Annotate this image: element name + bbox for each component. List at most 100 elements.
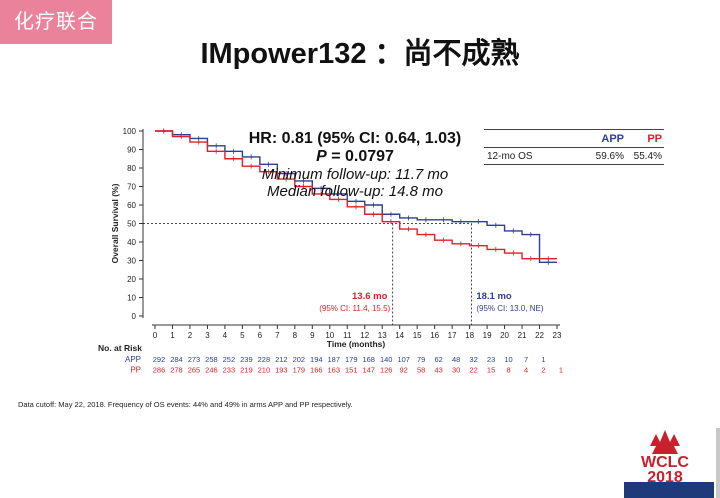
risk-value: 239 (240, 355, 253, 364)
section-tag: 化疗联合 (0, 0, 112, 44)
risk-value: 151 (345, 366, 358, 375)
median-ci: (95% CI: 11.4, 15.5) (319, 304, 390, 313)
risk-value: 126 (380, 366, 393, 375)
x-tick-label: 4 (223, 331, 228, 340)
risk-value: 210 (258, 366, 271, 375)
risk-value: 22 (469, 366, 477, 375)
row-label: 12-mo OS (487, 150, 533, 162)
x-tick-label: 6 (258, 331, 263, 340)
x-tick-label: 10 (325, 331, 334, 340)
risk-value: 179 (345, 355, 358, 364)
x-tick-label: 16 (430, 331, 439, 340)
x-tick-label: 0 (153, 331, 158, 340)
curve-pp (155, 130, 557, 260)
risk-value: 292 (153, 355, 166, 364)
x-axis-label: Time (months) (327, 339, 386, 349)
app-value: 59.6% (595, 150, 624, 162)
risk-value: 48 (452, 355, 460, 364)
median-app-pp-label: 13.6 mo (352, 291, 388, 302)
median-followup: Median follow-up: 14.8 mo (267, 183, 443, 200)
risk-value: 2 (541, 366, 545, 375)
survival-curves (155, 128, 557, 265)
risk-value: 265 (188, 366, 201, 375)
x-tick-label: 11 (343, 331, 352, 340)
y-tick-label: 80 (127, 164, 136, 173)
risk-value: 166 (310, 366, 323, 375)
logo-line2: 2018 (647, 469, 683, 486)
risk-value: 193 (275, 366, 288, 375)
y-tick-label: 100 (123, 127, 137, 136)
hazard-ratio: HR: 0.81 (95% CI: 0.64, 1.03) (248, 130, 462, 147)
x-tick-label: 13 (378, 331, 387, 340)
x-tick-label: 17 (448, 331, 457, 340)
col-pp: PP (647, 132, 662, 145)
x-tick-label: 8 (293, 331, 298, 340)
risk-value: 140 (380, 355, 393, 364)
x-tick-label: 7 (275, 331, 280, 340)
x-tick-label: 5 (240, 331, 245, 340)
wclc-logo: WCLC 2018 (624, 428, 720, 498)
risk-value: 202 (293, 355, 306, 364)
risk-value: 10 (504, 355, 512, 364)
median-ci: (95% CI: 13.0, NE) (476, 304, 543, 313)
x-tick-label: 19 (483, 331, 492, 340)
risk-row-label: APP (125, 355, 141, 364)
risk-value: 179 (293, 366, 306, 375)
risk-value: 23 (487, 355, 495, 364)
risk-value: 219 (240, 366, 253, 375)
slide-title: IMpower132 ：尚不成熟 (200, 38, 520, 70)
y-tick-label: 50 (127, 220, 136, 229)
risk-value: 43 (434, 366, 442, 375)
x-tick-label: 18 (465, 331, 474, 340)
risk-value: 278 (170, 366, 183, 375)
risk-value: 286 (153, 366, 166, 375)
y-tick-label: 60 (127, 201, 136, 210)
x-tick-label: 3 (205, 331, 210, 340)
risk-value: 246 (205, 366, 218, 375)
risk-value: 4 (524, 366, 528, 375)
risk-value: 194 (310, 355, 323, 364)
risk-value: 147 (362, 366, 375, 375)
risk-value: 284 (170, 355, 183, 364)
y-tick-label: 20 (127, 275, 136, 284)
risk-row-label: PP (130, 366, 141, 375)
y-tick-label: 70 (127, 183, 136, 192)
risk-value: 62 (434, 355, 442, 364)
risk-value: 58 (417, 366, 425, 375)
x-tick-label: 9 (310, 331, 315, 340)
risk-value: 187 (328, 355, 341, 364)
median-reference-lines (143, 223, 472, 325)
curve-app (155, 130, 557, 264)
risk-value: 79 (417, 355, 425, 364)
risk-value: 228 (258, 355, 271, 364)
footnote: Data cutoff: May 22, 2018. Frequency of … (18, 400, 353, 409)
x-tick-label: 1 (170, 331, 175, 340)
risk-value: 92 (400, 366, 408, 375)
y-axis-label: Overall Survival (%) (110, 183, 120, 263)
risk-value: 163 (328, 366, 341, 375)
p-value: P = 0.0797 (316, 148, 394, 165)
risk-value: 252 (223, 355, 236, 364)
stats-box: HR: 0.81 (95% CI: 0.64, 1.03) P = 0.0797… (200, 130, 510, 200)
y-tick-label: 40 (127, 238, 136, 247)
risk-value: 15 (487, 366, 495, 375)
risk-value: 1 (559, 366, 563, 375)
x-tick-label: 22 (535, 331, 544, 340)
y-tick-label: 0 (132, 312, 137, 321)
risk-value: 233 (223, 366, 236, 375)
risk-value: 273 (188, 355, 201, 364)
x-tick-label: 2 (188, 331, 193, 340)
x-tick-label: 21 (518, 331, 527, 340)
x-tick-label: 23 (553, 331, 562, 340)
risk-value: 8 (506, 366, 510, 375)
os-summary-table: APP PP 12-mo OS 59.6% 55.4% (484, 129, 664, 165)
median-label: 18.1 mo (476, 291, 512, 302)
col-app: APP (601, 132, 624, 145)
risk-table-title: No. at Risk (98, 343, 142, 353)
risk-value: 7 (524, 355, 528, 364)
risk-value: 30 (452, 366, 460, 375)
x-tick-label: 14 (395, 331, 404, 340)
y-tick-label: 10 (127, 294, 136, 303)
